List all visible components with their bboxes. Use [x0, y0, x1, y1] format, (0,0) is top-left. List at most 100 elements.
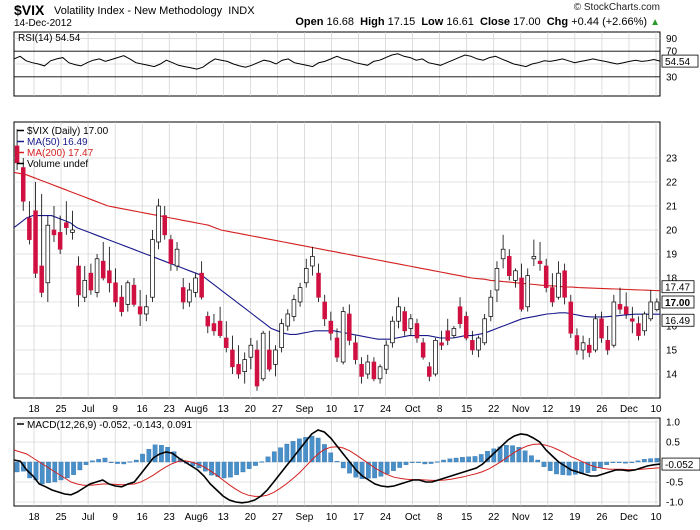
price-label-box: [661, 295, 695, 309]
macd-histogram-bar: [516, 447, 522, 463]
macd-x-tick-label: 16: [137, 512, 149, 523]
candle-body: [347, 313, 352, 341]
macd-histogram-bar: [654, 458, 660, 463]
candle-body: [27, 217, 32, 240]
candle-body: [199, 272, 204, 298]
price-x-tick-label: 18: [28, 404, 40, 415]
macd-x-tick-label: 26: [596, 512, 608, 523]
candle-body: [33, 210, 38, 274]
macd-histogram-bar: [209, 461, 214, 476]
candle-body: [316, 272, 321, 298]
macd-x-tick-label: 12: [542, 512, 554, 523]
candle-body: [230, 349, 235, 368]
macd-histogram-bar: [121, 461, 127, 465]
candle-body: [310, 256, 315, 267]
macd-histogram-bar: [133, 459, 139, 463]
macd-histogram-bar: [58, 461, 64, 481]
candle-body: [507, 256, 512, 276]
macd-histogram-bar: [535, 459, 541, 463]
macd-histogram-bar: [529, 455, 534, 463]
change-label: Chg: [546, 16, 569, 28]
macd-x-tick-label: 24: [380, 512, 392, 523]
candle-body: [439, 342, 444, 346]
macd-histogram-bar: [259, 461, 265, 463]
macd-histogram-bar: [547, 461, 553, 471]
price-label-box: [661, 313, 695, 327]
close-label: Close: [480, 16, 511, 28]
price-x-tick-label: Jul: [82, 404, 95, 415]
macd-panel-y-tick-label: -1.0: [666, 498, 684, 509]
candle-body: [39, 265, 44, 293]
macd-histogram-bar: [271, 451, 277, 463]
macd-histogram-bar: [127, 461, 133, 463]
candle-body: [451, 328, 457, 336]
macd-histogram-bar: [610, 461, 616, 463]
macd-histogram-bar: [460, 457, 465, 463]
candle-body: [396, 306, 401, 322]
macd-histogram-bar: [416, 461, 421, 463]
macd-histogram-bar: [303, 437, 308, 463]
candle-body: [180, 287, 186, 303]
candle-body: [20, 167, 26, 202]
candle-body: [365, 361, 371, 375]
candle-body: [285, 313, 291, 327]
candle-body: [76, 265, 81, 296]
candle-body: [470, 340, 475, 351]
price-x-tick-label: Aug6: [185, 404, 209, 415]
macd-histogram-bar: [64, 461, 70, 479]
macd-last-value-label: -0.052: [665, 460, 694, 471]
candle-body: [623, 306, 629, 315]
candle-body: [144, 306, 149, 315]
candle-body: [113, 282, 118, 303]
chart-security-name: Volatility Index - New Methodology INDX: [54, 5, 255, 17]
candle-body: [297, 287, 303, 303]
macd-histogram-bar: [246, 461, 252, 469]
price-x-tick-label: 19: [569, 404, 581, 415]
candle-body: [488, 296, 494, 317]
macd-histogram-bar: [146, 449, 152, 463]
candle-body: [599, 318, 604, 339]
macd-histogram-bar: [115, 461, 120, 464]
price-x-tick-label: 24: [380, 404, 392, 415]
macd-histogram-bar: [322, 444, 327, 463]
candle-body: [64, 222, 69, 228]
candle-body: [568, 301, 574, 334]
price-x-tick-label: 27: [272, 404, 284, 415]
candle-body: [45, 224, 51, 284]
macd-histogram-bar: [522, 450, 528, 463]
macd-histogram-bar: [102, 457, 108, 463]
rsi-last-value-label: 54.54: [665, 57, 690, 68]
candle-body: [617, 304, 623, 310]
macd-histogram-bar: [572, 461, 578, 475]
price-label-value: 16.49: [665, 316, 690, 327]
candle-body: [408, 318, 414, 329]
macd-histogram-bar: [234, 461, 239, 475]
candle-body: [340, 311, 346, 363]
candle-body: [223, 337, 229, 348]
candle-body: [531, 256, 537, 260]
price-label-value: 17.00: [665, 298, 690, 309]
price-x-tick-label: 10: [326, 404, 338, 415]
macd-x-tick-label: 27: [272, 512, 284, 523]
macd-histogram-bar: [253, 461, 258, 466]
candle-body: [94, 258, 100, 293]
candle-body: [433, 340, 438, 375]
price-panel-y-tick-label: 23: [666, 154, 678, 165]
macd-histogram-bar: [221, 461, 227, 479]
macd-histogram-bar: [409, 461, 415, 463]
candle-body: [630, 318, 635, 322]
candle-body: [648, 301, 654, 320]
macd-histogram-bar: [284, 443, 290, 463]
macd-histogram-bar: [215, 461, 221, 477]
price-panel-y-tick-label: 22: [666, 178, 678, 189]
candle-body: [279, 323, 284, 348]
price-legend-label: Volume undef: [27, 159, 88, 170]
price-x-tick-label: 13: [218, 404, 230, 415]
macd-histogram-bar: [96, 459, 102, 463]
macd-x-tick-label: 20: [245, 512, 257, 523]
macd-histogram-bar: [14, 461, 20, 473]
candle-body: [162, 215, 167, 236]
macd-panel-y-tick-label: -0.5: [666, 478, 684, 489]
candle-body: [100, 260, 106, 279]
